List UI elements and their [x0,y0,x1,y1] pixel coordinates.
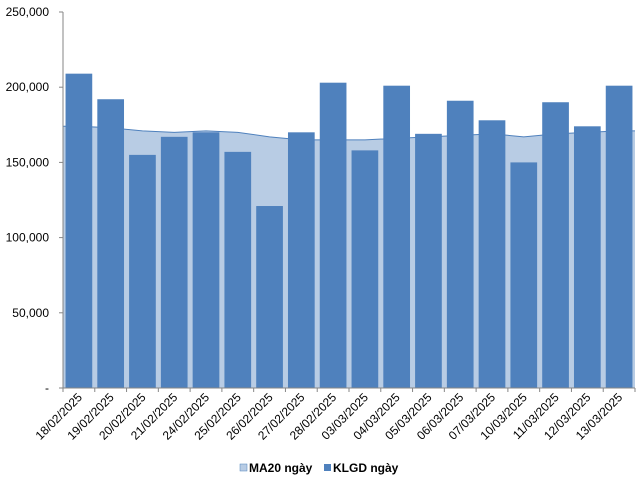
y-tick-label: 250,000 [6,5,50,19]
bar [319,82,347,389]
bar [542,102,569,389]
y-tick-label: - [45,381,49,395]
y-tick-label: 100,000 [6,231,50,245]
bar [510,162,538,388]
bar [446,100,474,389]
legend-label-klgd: KLGD ngày [333,461,399,475]
y-tick-label: 200,000 [6,80,50,94]
bar-layer [65,73,633,389]
y-tick-label: 150,000 [6,155,50,169]
legend: MA20 ngày KLGD ngày [239,461,399,475]
bar [287,132,315,388]
bar [129,154,156,388]
legend-label-ma20: MA20 ngày [249,461,313,475]
bar [573,126,601,388]
bar [351,150,379,388]
legend-swatch-klgd [324,464,331,471]
bar [97,99,125,389]
bar [383,85,411,389]
y-tick-label: 50,000 [12,306,49,320]
legend-swatch-ma20 [239,463,248,472]
bar [478,120,506,389]
bar [192,132,220,388]
bar [256,206,283,388]
bar [160,136,188,388]
bar [415,133,442,388]
bar [65,73,93,388]
bar [605,85,633,389]
bar [224,151,252,388]
